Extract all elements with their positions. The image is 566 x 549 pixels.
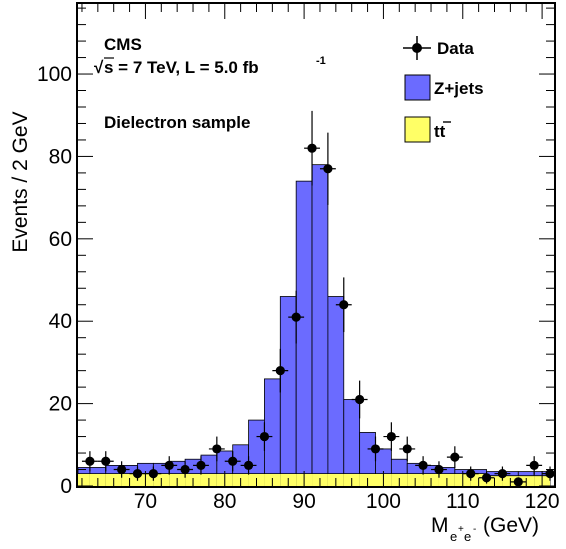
data-point xyxy=(224,451,241,472)
x-tick-label: 90 xyxy=(292,490,315,513)
data-point xyxy=(240,456,257,475)
y-tick-label: 0 xyxy=(60,475,72,498)
energy-superscript: -1 xyxy=(316,55,326,67)
sample-label: Dielectron sample xyxy=(104,113,250,132)
data-point xyxy=(351,380,368,419)
legend-label-ttbar: tt xyxy=(434,122,446,141)
svg-text:-: - xyxy=(473,524,476,535)
zjets-bin xyxy=(295,180,313,487)
y-tick-label: 60 xyxy=(49,228,72,251)
data-point xyxy=(81,451,98,472)
energy-label: √ s = 7 TeV, L = 5.0 fb -1 xyxy=(94,55,326,77)
data-point xyxy=(335,277,352,333)
data-points-layer xyxy=(81,110,555,487)
x-tick-label: 80 xyxy=(213,490,236,513)
svg-text:e: e xyxy=(464,529,471,544)
data-point xyxy=(462,466,479,481)
y-tick-label: 40 xyxy=(49,310,72,333)
stack-layer xyxy=(77,164,551,487)
data-point xyxy=(319,132,336,205)
legend-swatch-ttbar xyxy=(404,116,431,143)
ttbar-bin xyxy=(78,473,90,486)
zjets-bin xyxy=(264,378,281,487)
x-tick-label: 70 xyxy=(134,490,157,513)
legend: Data Z+jets tt xyxy=(403,36,484,143)
zjets-bin xyxy=(311,164,329,487)
svg-text:+: + xyxy=(458,524,464,535)
legend-swatch-zjets xyxy=(404,74,431,101)
data-point xyxy=(272,348,289,393)
experiment-label: CMS xyxy=(104,35,142,54)
svg-text:e: e xyxy=(450,529,457,544)
data-point xyxy=(399,436,416,462)
svg-text:M: M xyxy=(431,514,449,537)
data-point xyxy=(510,477,527,487)
data-point xyxy=(431,461,447,478)
x-tick-label: 100 xyxy=(366,490,401,513)
data-point xyxy=(446,446,463,469)
data-point xyxy=(478,471,495,484)
data-point xyxy=(304,110,320,186)
plot-frame xyxy=(76,2,556,488)
zjets-bin xyxy=(327,296,345,487)
data-point xyxy=(526,456,543,475)
data-point xyxy=(129,466,146,481)
data-point xyxy=(288,290,305,344)
axis-ticks: 70 80 90 100 110 120 0 20 40 60 80 100 xyxy=(37,4,560,513)
data-point xyxy=(367,436,384,462)
data-point xyxy=(97,451,114,472)
legend-item-ttbar: tt xyxy=(404,116,451,143)
data-point xyxy=(161,456,178,475)
x-tick-label: 110 xyxy=(446,490,479,513)
svg-text:√: √ xyxy=(94,58,104,77)
data-point xyxy=(256,422,273,451)
data-point xyxy=(383,422,400,451)
x-tick-label: 120 xyxy=(525,490,560,513)
data-point xyxy=(208,436,225,462)
energy-text: s = 7 TeV, L = 5.0 fb xyxy=(104,58,259,77)
data-point xyxy=(177,461,194,478)
svg-text:(GeV): (GeV) xyxy=(483,514,539,537)
legend-item-zjets: Z+jets xyxy=(404,74,484,101)
legend-label-data: Data xyxy=(437,39,474,58)
data-point xyxy=(193,456,209,475)
zjets-bin xyxy=(343,399,361,487)
y-tick-label: 20 xyxy=(49,393,72,416)
y-tick-label: 80 xyxy=(49,145,72,168)
data-point xyxy=(542,466,555,481)
x-axis-title: M e + e - (GeV) xyxy=(431,514,539,544)
data-point xyxy=(494,466,511,481)
y-tick-label: 100 xyxy=(37,63,72,86)
data-point xyxy=(415,456,432,475)
legend-item-data: Data xyxy=(403,36,474,60)
legend-label-zjets: Z+jets xyxy=(434,79,484,98)
zjets-bin xyxy=(279,296,297,487)
data-point xyxy=(113,461,130,478)
y-axis-title: Events / 2 GeV xyxy=(9,111,32,252)
data-point xyxy=(145,466,162,481)
